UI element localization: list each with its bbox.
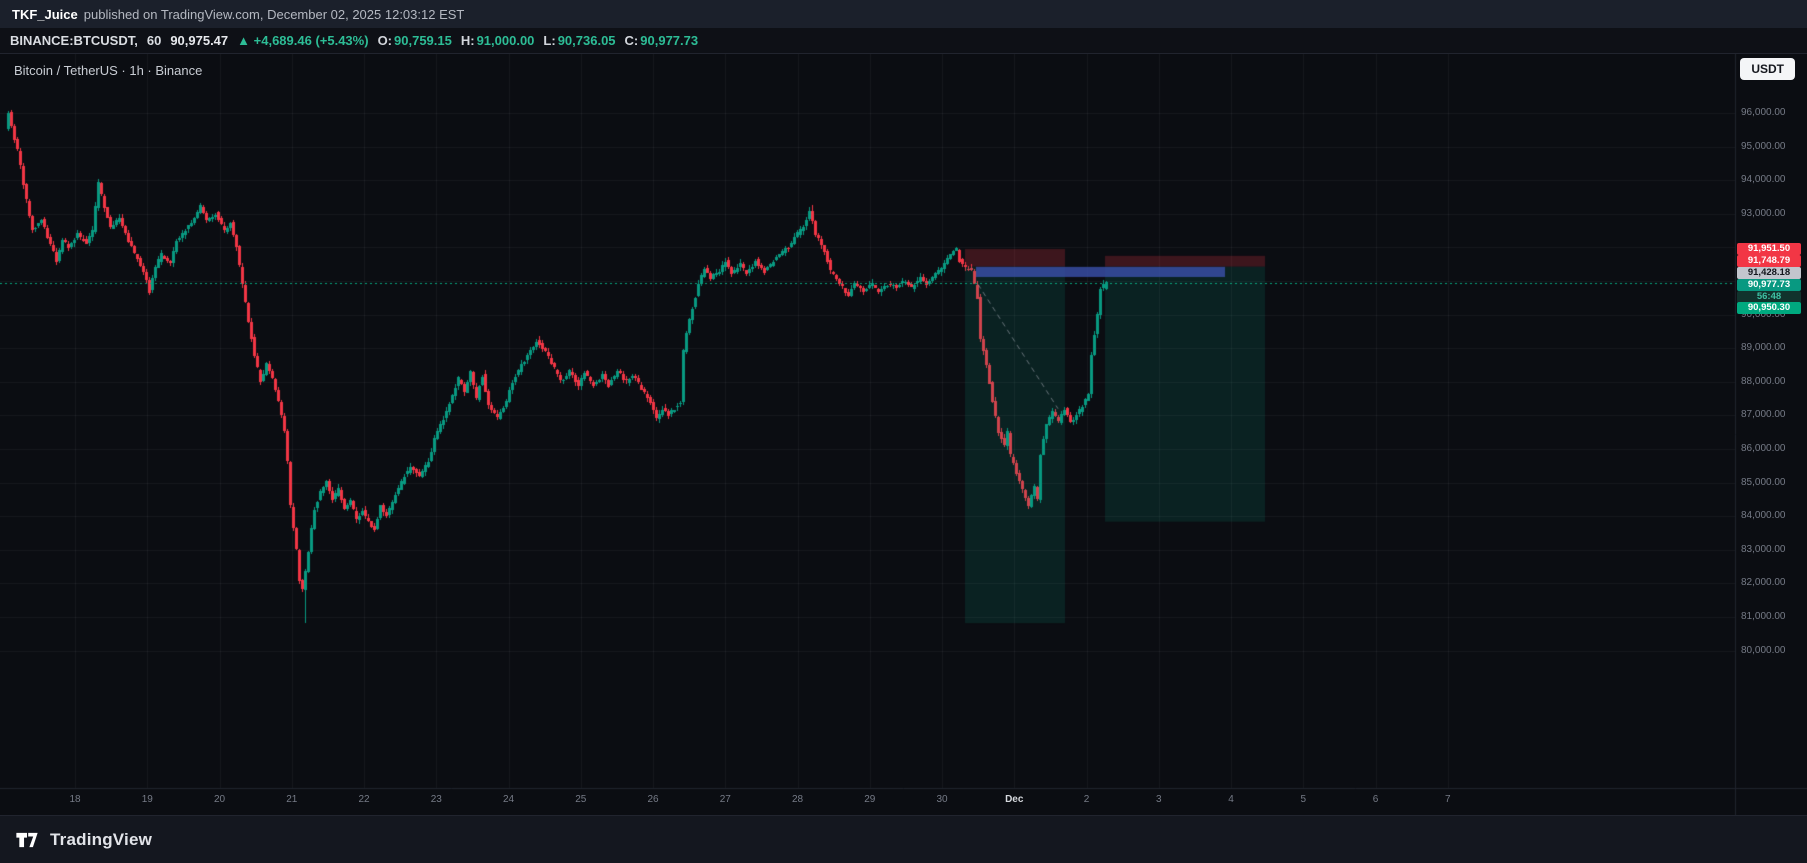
open-label: O: xyxy=(377,33,393,48)
ohlc-open: O: 90,759.15 xyxy=(378,33,452,48)
symbol-info-bar: BINANCE:BTCUSDT, 60 90,975.47 ▲ +4,689.4… xyxy=(0,28,1807,54)
header-last-price: 90,975.47 xyxy=(170,33,229,48)
low-value: 90,736.05 xyxy=(557,33,616,48)
publisher-bar: TKF_Juice published on TradingView.com, … xyxy=(0,0,1807,28)
chart-legend: Bitcoin / TetherUS · 1h · Binance xyxy=(14,63,203,78)
candlestick-chart-canvas[interactable] xyxy=(0,54,1807,815)
ohlc-high: H: 91,000.00 xyxy=(461,33,535,48)
low-label: L: xyxy=(543,33,556,48)
chart-area[interactable]: Bitcoin / TetherUS · 1h · Binance USDT 9… xyxy=(0,54,1807,815)
open-value: 90,759.15 xyxy=(394,33,452,48)
ohlc-low: L: 90,736.05 xyxy=(543,33,615,48)
symbol-name: BINANCE:BTCUSDT, xyxy=(10,33,138,48)
tradingview-wordmark[interactable]: TradingView xyxy=(50,829,153,849)
publisher-username: TKF_Juice xyxy=(12,6,78,22)
publisher-text: published on TradingView.com, December 0… xyxy=(83,6,465,22)
close-label: C: xyxy=(624,33,639,48)
tradingview-logo-icon[interactable] xyxy=(14,827,40,853)
high-label: H: xyxy=(460,33,475,48)
footer-bar: TradingView xyxy=(0,815,1807,863)
symbol-interval: 60 xyxy=(146,33,162,48)
close-value: 90,977.73 xyxy=(640,33,699,48)
header-price-change: ▲ +4,689.46 (+5.43%) xyxy=(237,33,369,48)
ohlc-close: C: 90,977.73 xyxy=(625,33,699,48)
currency-unit-button[interactable]: USDT xyxy=(1740,58,1795,80)
high-value: 91,000.00 xyxy=(476,33,535,48)
